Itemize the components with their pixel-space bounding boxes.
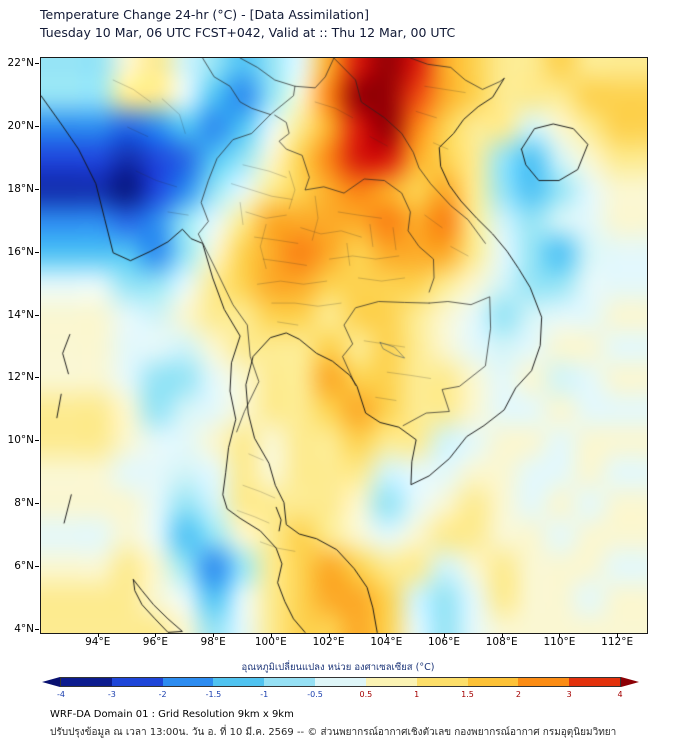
lat-tick-label: 12°N [7,371,34,384]
colorbar-segment [213,678,265,686]
colorbar-segment [264,678,316,686]
footer-domain-info: WRF-DA Domain 01 : Grid Resolution 9km x… [50,709,294,720]
lon-tick-mark [559,633,561,637]
colorbar-tick-label: 3 [566,690,572,699]
colorbar-segment [365,678,417,686]
lon-tick-label: 94°E [85,636,111,648]
colorbar-segment [467,678,519,686]
lon-tick-mark [213,633,215,637]
chart-title: Temperature Change 24-hr (°C) - [Data As… [40,7,369,22]
lat-tick-label: 18°N [7,182,34,195]
colorbar-arrow-right [621,677,639,687]
colorbar-tick-label: -4 [57,690,65,699]
lat-tick-label: 20°N [7,120,34,133]
colorbar-segment [162,678,214,686]
colorbar-tick-label: 1 [414,690,420,699]
temperature-heatmap-canvas [41,58,647,633]
chart-subtitle: Tuesday 10 Mar, 06 UTC FCST+042, Valid a… [40,25,456,40]
colorbar-body [60,677,621,687]
lon-tick-label: 102°E [312,636,345,648]
lat-tick-mark [35,628,39,630]
colorbar-segment [518,678,570,686]
lat-tick-mark [35,314,39,316]
colorbar-tick-label: 1.5 [461,690,474,699]
lon-tick-mark [155,633,157,637]
lon-tick-mark [501,633,503,637]
colorbar-segment [315,678,366,686]
lon-tick-label: 100°E [254,636,287,648]
colorbar-tick-label: -2 [158,690,167,699]
colorbar-tick-label: 4 [617,690,623,699]
lon-tick-mark [97,633,99,637]
colorbar-segment [61,678,112,686]
lat-tick-mark [35,63,39,65]
lon-tick-mark [617,633,619,637]
colorbar-tick-label: -0.5 [307,690,323,699]
lon-tick-mark [328,633,330,637]
lon-tick-label: 110°E [543,636,576,648]
colorbar-tick-label: 0.5 [359,690,373,699]
lat-tick-label: 10°N [7,434,34,447]
colorbar-segment [569,678,620,686]
lat-tick-label: 4°N [14,622,34,635]
lon-tick-label: 112°E [601,636,634,648]
footer-update-info: ปรับปรุงข้อมูล ณ เวลา 13:00น. วัน อ. ที่… [50,727,617,738]
colorbar-tick-label: -1.5 [205,690,222,699]
lat-tick-mark [35,503,39,505]
lon-tick-mark [386,633,388,637]
colorbar-tick-label: -1 [260,690,269,699]
lon-tick-label: 96°E [142,636,169,648]
lat-tick-mark [35,188,39,190]
lon-tick-mark [444,633,445,637]
colorbar-segment [111,678,163,686]
map-plot-frame [40,57,648,634]
lat-tick-label: 8°N [14,497,34,510]
colorbar-label: อุณหภูมิเปลี่ยนแปลง หน่วย องศาเซลเซียส (… [241,662,435,673]
colorbar-tick-label: -3 [107,690,116,699]
lat-tick-label: 6°N [14,560,34,573]
lat-tick-mark [35,377,39,379]
colorbar-segment [416,678,468,686]
lat-tick-mark [35,251,39,253]
lat-tick-mark [35,126,39,128]
lat-tick-label: 22°N [7,57,34,70]
lon-tick-label: 98°E [200,636,226,648]
colorbar-arrow-left [42,677,60,687]
lat-tick-mark [35,566,39,568]
lat-tick-label: 14°N [7,308,34,321]
lat-tick-label: 16°N [7,245,34,258]
lon-tick-label: 108°E [485,636,518,648]
colorbar [42,677,639,687]
lon-tick-mark [270,633,272,637]
lon-tick-label: 104°E [370,636,403,648]
colorbar-tick-label: 2 [515,690,521,699]
lon-tick-label: 106°E [428,636,460,648]
lat-tick-mark [35,440,39,442]
